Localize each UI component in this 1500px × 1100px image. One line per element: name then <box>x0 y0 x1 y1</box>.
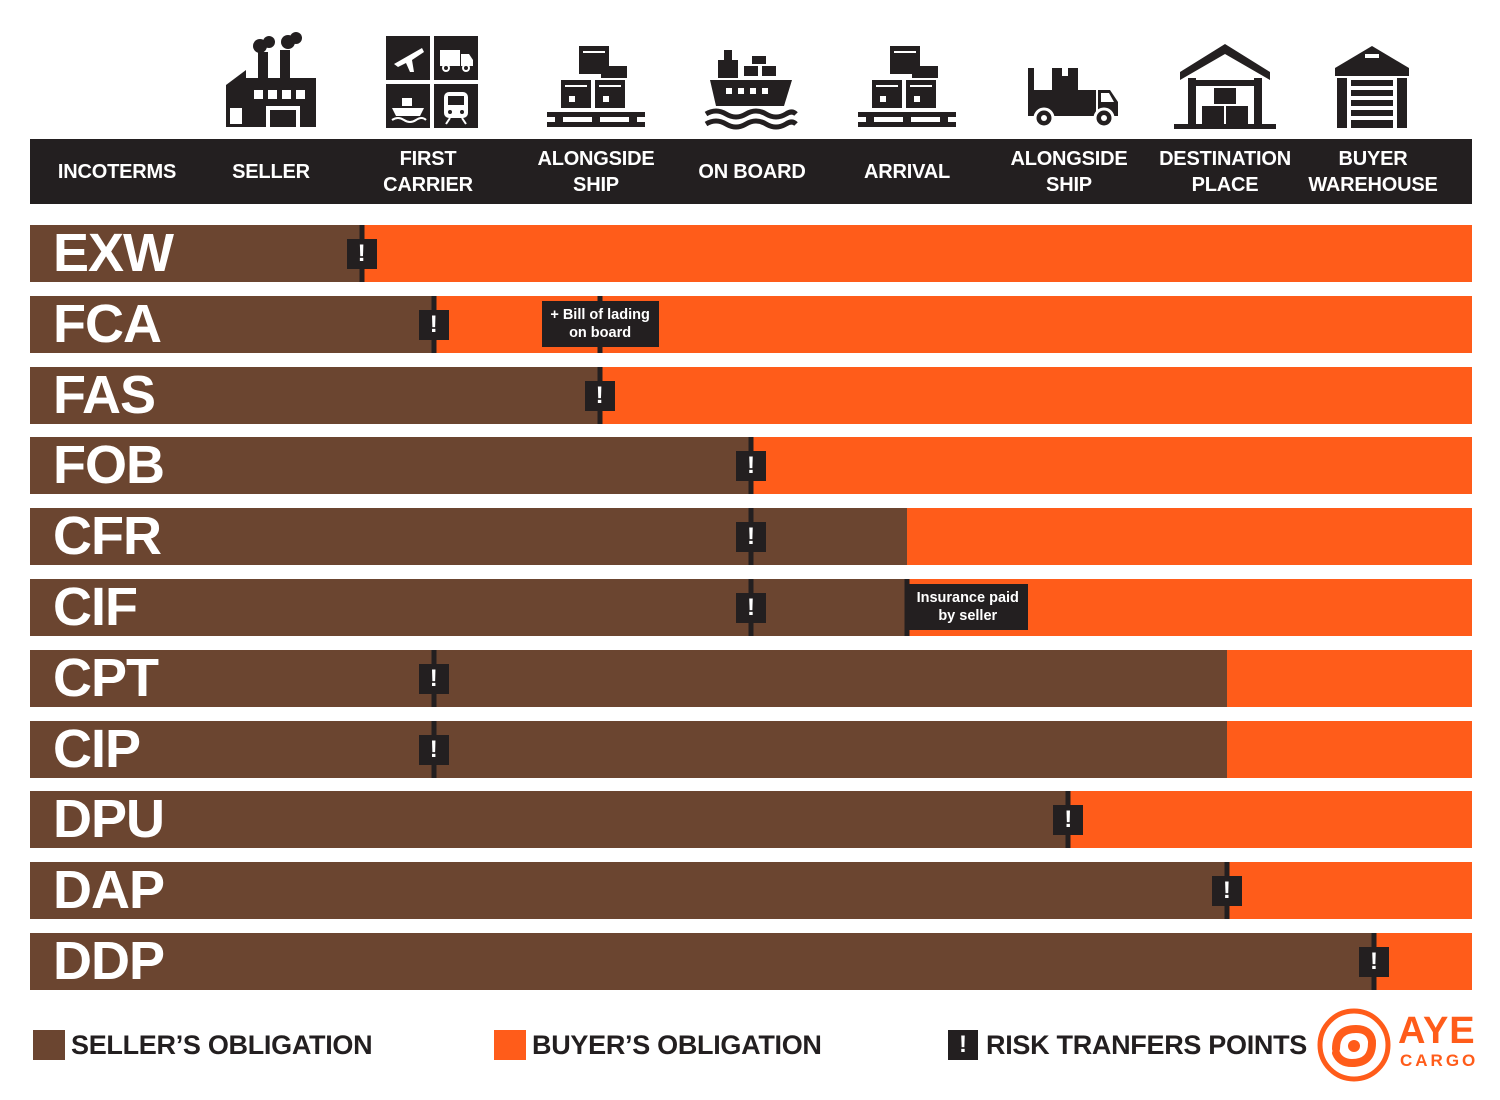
cargo-on-pallet-icon-2 <box>852 30 962 130</box>
warehouse-icon <box>1170 30 1280 130</box>
header-on-board: ON BOARD <box>698 160 806 183</box>
incoterm-code: DAP <box>53 860 165 921</box>
incoterm-row-dpu: DPU! <box>30 789 1472 850</box>
header-alongside-ship: ALONGSIDE SHIP <box>537 147 655 196</box>
incoterm-code: DPU <box>53 789 165 850</box>
stage-icons <box>0 0 1500 140</box>
incoterm-row-fas: FAS! <box>30 364 1472 425</box>
risk-transfer-marker: ! <box>736 522 766 553</box>
seller-obligation-bar <box>30 933 1374 990</box>
buyer-swatch <box>494 1030 526 1060</box>
incoterm-row-fob: FOB! <box>30 435 1472 496</box>
incoterm-code: FCA <box>53 293 162 354</box>
legend-buyer: BUYER’S OBLIGATION <box>494 1028 822 1062</box>
incoterm-row-dap: DAP! <box>30 860 1472 921</box>
seller-obligation-bar <box>30 225 362 282</box>
transport-modes-icon <box>378 30 488 130</box>
term-note: Insurance paid by seller <box>907 584 1028 630</box>
header-seller: SELLER <box>232 160 310 183</box>
factory-icon <box>216 30 326 130</box>
legend-seller-label: SELLER’S OBLIGATION <box>71 1029 373 1060</box>
seller-obligation-bar <box>30 791 1069 849</box>
incoterm-row-cpt: CPT! <box>30 647 1472 708</box>
risk-transfer-marker: ! <box>1358 947 1389 977</box>
seller-obligation-bar <box>30 437 751 495</box>
cargo-on-pallet-icon <box>541 30 651 130</box>
cargo-ship-icon <box>696 30 806 130</box>
incoterm-row-cfr: CFR! <box>30 506 1472 567</box>
header-incoterms: INCOTERMS <box>57 160 177 183</box>
incoterm-row-cip: CIP! <box>30 718 1472 779</box>
incoterm-code: DDP <box>53 931 165 991</box>
risk-swatch: ! <box>948 1030 978 1060</box>
risk-transfer-marker: ! <box>418 309 449 340</box>
logo-mark-icon <box>1317 1008 1391 1082</box>
header-first-carrier: FIRST CARRIER <box>383 147 473 196</box>
risk-transfer-marker: ! <box>346 239 377 269</box>
legend-seller: SELLER’S OBLIGATION <box>33 1028 373 1062</box>
incoterm-code: CIF <box>53 577 138 637</box>
legend-buyer-label: BUYER’S OBLIGATION <box>532 1029 822 1060</box>
risk-transfer-marker: ! <box>1053 805 1084 836</box>
header-alongside-ship-destination: ALONGSIDE SHIP <box>1010 147 1128 196</box>
seller-obligation-bar <box>30 579 907 636</box>
stage-divider-line <box>904 579 910 636</box>
seller-obligation-bar <box>30 649 1227 707</box>
incoterm-code: EXW <box>53 223 174 283</box>
risk-transfer-marker: ! <box>418 734 449 765</box>
incoterm-row-exw: EXW! <box>30 225 1472 282</box>
delivery-truck-icon <box>1014 30 1124 130</box>
incoterm-code: FAS <box>53 364 156 425</box>
incoterm-code: CIP <box>53 718 141 779</box>
legend-risk-label: RISK TRANFERS POINTS <box>986 1029 1308 1060</box>
logo-text-cargo: CARGO <box>1400 1051 1479 1070</box>
incoterm-row-ddp: DDP! <box>30 933 1472 990</box>
risk-transfer-marker: ! <box>736 593 766 623</box>
risk-transfer-marker: ! <box>736 451 766 482</box>
incoterm-code: FOB <box>53 435 165 496</box>
legend-risk: ! RISK TRANFERS POINTS <box>948 1028 1307 1062</box>
seller-obligation-bar <box>30 366 600 424</box>
incoterm-code: CPT <box>53 647 159 708</box>
aye-cargo-logo: AYE CARGO <box>1316 1007 1476 1083</box>
incoterm-row-cif: CIF! Insurance paid by seller <box>30 579 1472 636</box>
seller-obligation-bar <box>30 720 1227 778</box>
risk-transfer-marker: ! <box>418 663 449 694</box>
term-note: + Bill of lading on board <box>541 300 659 347</box>
incoterm-row-fca: FCA! + Bill of lading on board <box>30 293 1472 354</box>
header-arrival: ARRIVAL <box>863 160 951 183</box>
header-destination-place: DESTINATION PLACE <box>1159 147 1291 196</box>
seller-swatch <box>33 1030 65 1060</box>
logo-text-aye: AYE <box>1398 1010 1476 1052</box>
seller-obligation-bar <box>30 862 1227 920</box>
garage-warehouse-icon <box>1317 30 1427 130</box>
stage-header: INCOTERMS SELLER FIRST CARRIER ALONGSIDE… <box>30 139 1472 204</box>
header-buyer-warehouse: BUYER WAREHOUSE <box>1308 147 1438 196</box>
risk-transfer-marker: ! <box>1211 876 1242 907</box>
seller-obligation-bar <box>30 508 907 566</box>
risk-transfer-marker: ! <box>584 380 615 411</box>
incoterm-code: CFR <box>53 506 162 567</box>
seller-obligation-bar <box>30 295 434 353</box>
